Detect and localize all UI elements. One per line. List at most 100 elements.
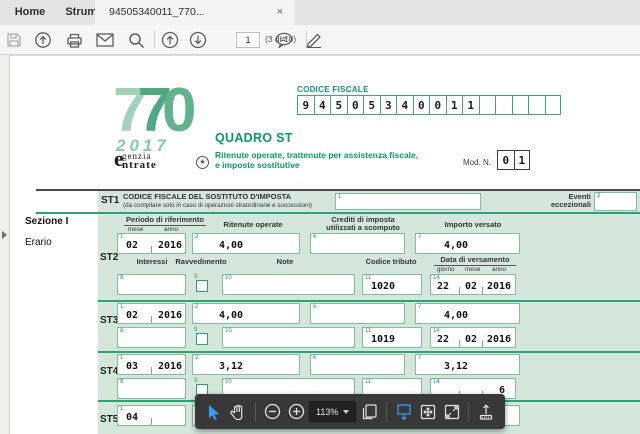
- st3-crediti-field[interactable]: 6: [310, 303, 405, 324]
- search-icon[interactable]: [126, 30, 146, 50]
- print-icon[interactable]: [64, 30, 84, 50]
- st1-line1: CODICE FISCALE DEL SOSTITUTO D'IMPOSTA: [123, 192, 292, 201]
- st2-crediti-field[interactable]: 6: [310, 233, 405, 254]
- previous-page-icon[interactable]: [160, 30, 180, 50]
- eventi-label-2: eccezionali: [550, 200, 591, 209]
- st4-crediti-field[interactable]: 6: [310, 354, 405, 375]
- st5-periodo-field[interactable]: 1 04: [117, 405, 186, 426]
- divider: [36, 189, 640, 191]
- codice-fiscale-cells[interactable]: 9 4 5 0 5 3 4 0 0 1 1: [297, 95, 561, 115]
- share-cloud-icon[interactable]: [33, 30, 53, 50]
- select-tool-icon[interactable]: [203, 398, 225, 425]
- tab-document[interactable]: 94505340011_770... ×: [95, 0, 295, 25]
- toolbar-divider: [254, 401, 256, 422]
- st2-ritenute-field[interactable]: 2 4,00: [192, 233, 300, 254]
- st2-ravvedimento-checkbox[interactable]: [196, 280, 208, 292]
- republic-emblem-icon: ★: [196, 156, 209, 169]
- hand-tool-icon[interactable]: [227, 398, 249, 425]
- st3-codice-tributo-field[interactable]: 11 1019: [362, 327, 422, 348]
- st3-importo-field[interactable]: 7 4,00: [415, 303, 520, 324]
- cf-cell: 3: [379, 95, 396, 115]
- mod-n-cells[interactable]: 0 1: [497, 150, 530, 170]
- fullscreen-icon[interactable]: [441, 398, 463, 425]
- header-periodo: Periodo di riferimento: [126, 215, 204, 224]
- quadro-subtitle-2: e imposte sostitutive: [215, 160, 300, 170]
- st3-periodo-field[interactable]: 1 02 2016: [117, 303, 186, 324]
- toolbar-divider: [386, 401, 388, 422]
- cf-cell: 9: [297, 95, 314, 115]
- floating-viewer-toolbar: 113%: [195, 394, 505, 429]
- st2-ravvedimento-wrap: 9: [192, 274, 216, 295]
- st3-label: ST3: [100, 315, 119, 326]
- st2-data-versamento-field[interactable]: 14 22 02 2016: [430, 274, 516, 295]
- st2-label: ST2: [100, 252, 119, 263]
- cf-cell: [528, 95, 545, 115]
- signature-pen-icon[interactable]: [304, 30, 324, 50]
- logo-digit: 7: [113, 76, 148, 145]
- navigation-pane-strip[interactable]: [0, 55, 10, 434]
- st3-interessi-field[interactable]: 8: [117, 327, 186, 348]
- st1-label: ST1: [101, 195, 120, 206]
- save-icon[interactable]: [4, 30, 24, 50]
- st4-interessi-field[interactable]: 8: [117, 378, 186, 399]
- divider: [36, 212, 640, 214]
- tab-home[interactable]: Home: [14, 6, 46, 18]
- email-icon[interactable]: [95, 30, 115, 50]
- st1-field-2[interactable]: 2: [594, 192, 637, 211]
- page-number-input[interactable]: 1: [236, 32, 260, 48]
- st4-periodo-field[interactable]: 1 03 2016: [117, 354, 186, 375]
- row-divider: [98, 351, 640, 353]
- cf-cell: 1: [462, 95, 479, 115]
- cf-cell: [544, 95, 561, 115]
- header-underline: [434, 265, 516, 266]
- st3-ravvedimento-checkbox[interactable]: [196, 333, 208, 345]
- header-importo: Importo versato: [444, 220, 502, 229]
- st3-ritenute-field[interactable]: 2 4,00: [192, 303, 300, 324]
- expand-panel-arrow-icon[interactable]: [2, 231, 7, 239]
- eventi-label-1: Eventi: [568, 192, 591, 201]
- pdf-page: 770 2017 e genzia ntrate ★ CODICE FISCAL…: [10, 56, 640, 434]
- fit-page-icon[interactable]: [417, 398, 439, 425]
- page-thumbnails-icon[interactable]: [358, 398, 380, 425]
- header-ritenute: Ritenute operate: [223, 220, 283, 229]
- st2-periodo-field[interactable]: 1 02 2016: [117, 233, 186, 254]
- zoom-level-dropdown[interactable]: 113%: [309, 401, 357, 422]
- agency-line2: ntrate: [122, 159, 157, 171]
- mod-cell: 0: [497, 150, 514, 170]
- st3-note-field[interactable]: 10: [222, 327, 355, 348]
- share-upload-icon[interactable]: [475, 398, 497, 425]
- next-page-icon[interactable]: [188, 30, 208, 50]
- quadro-title: QUADRO ST: [215, 131, 293, 145]
- cf-cell: 1: [445, 95, 462, 115]
- st1-field-1[interactable]: 1: [335, 193, 481, 210]
- close-tab-icon[interactable]: ×: [276, 6, 283, 18]
- mod-cell: 1: [513, 150, 530, 170]
- st2-codice-tributo-field[interactable]: 11 1020: [362, 274, 422, 295]
- cf-cell: 5: [330, 95, 347, 115]
- zoom-out-icon[interactable]: [261, 398, 283, 425]
- document-area: 770 2017 e genzia ntrate ★ CODICE FISCAL…: [0, 55, 640, 434]
- st1-band: ST1 CODICE FISCALE DEL SOSTITUTO D'IMPOS…: [98, 191, 640, 212]
- cf-cell: [495, 95, 512, 115]
- header-vanno: anno: [492, 266, 507, 273]
- main-toolbar: 1 (3 di 10): [0, 25, 640, 55]
- cf-cell: 0: [429, 95, 446, 115]
- header-crediti-1: Crediti di imposta: [331, 215, 395, 224]
- comment-icon[interactable]: [274, 30, 294, 50]
- codice-fiscale-label: CODICE FISCALE: [297, 85, 369, 94]
- st2-interessi-field[interactable]: 8: [117, 274, 186, 295]
- header-underline: [124, 225, 206, 226]
- header-ravvedimento: Ravvedimento: [175, 257, 227, 266]
- logo-year: 2017: [116, 136, 170, 155]
- st4-ritenute-field[interactable]: 2 3,12: [192, 354, 300, 375]
- st3-data-versamento-field[interactable]: 14 22 02 2016: [430, 327, 516, 348]
- st4-importo-field[interactable]: 7 3,12: [415, 354, 520, 375]
- toolbar-divider: [306, 31, 307, 48]
- scrolling-mode-icon[interactable]: [393, 398, 415, 425]
- st2-importo-field[interactable]: 7 4,00: [415, 233, 520, 254]
- st3-ravvedimento-wrap: 9: [192, 327, 216, 348]
- zoom-in-icon[interactable]: [285, 398, 307, 425]
- st2-note-field[interactable]: 10: [222, 274, 355, 295]
